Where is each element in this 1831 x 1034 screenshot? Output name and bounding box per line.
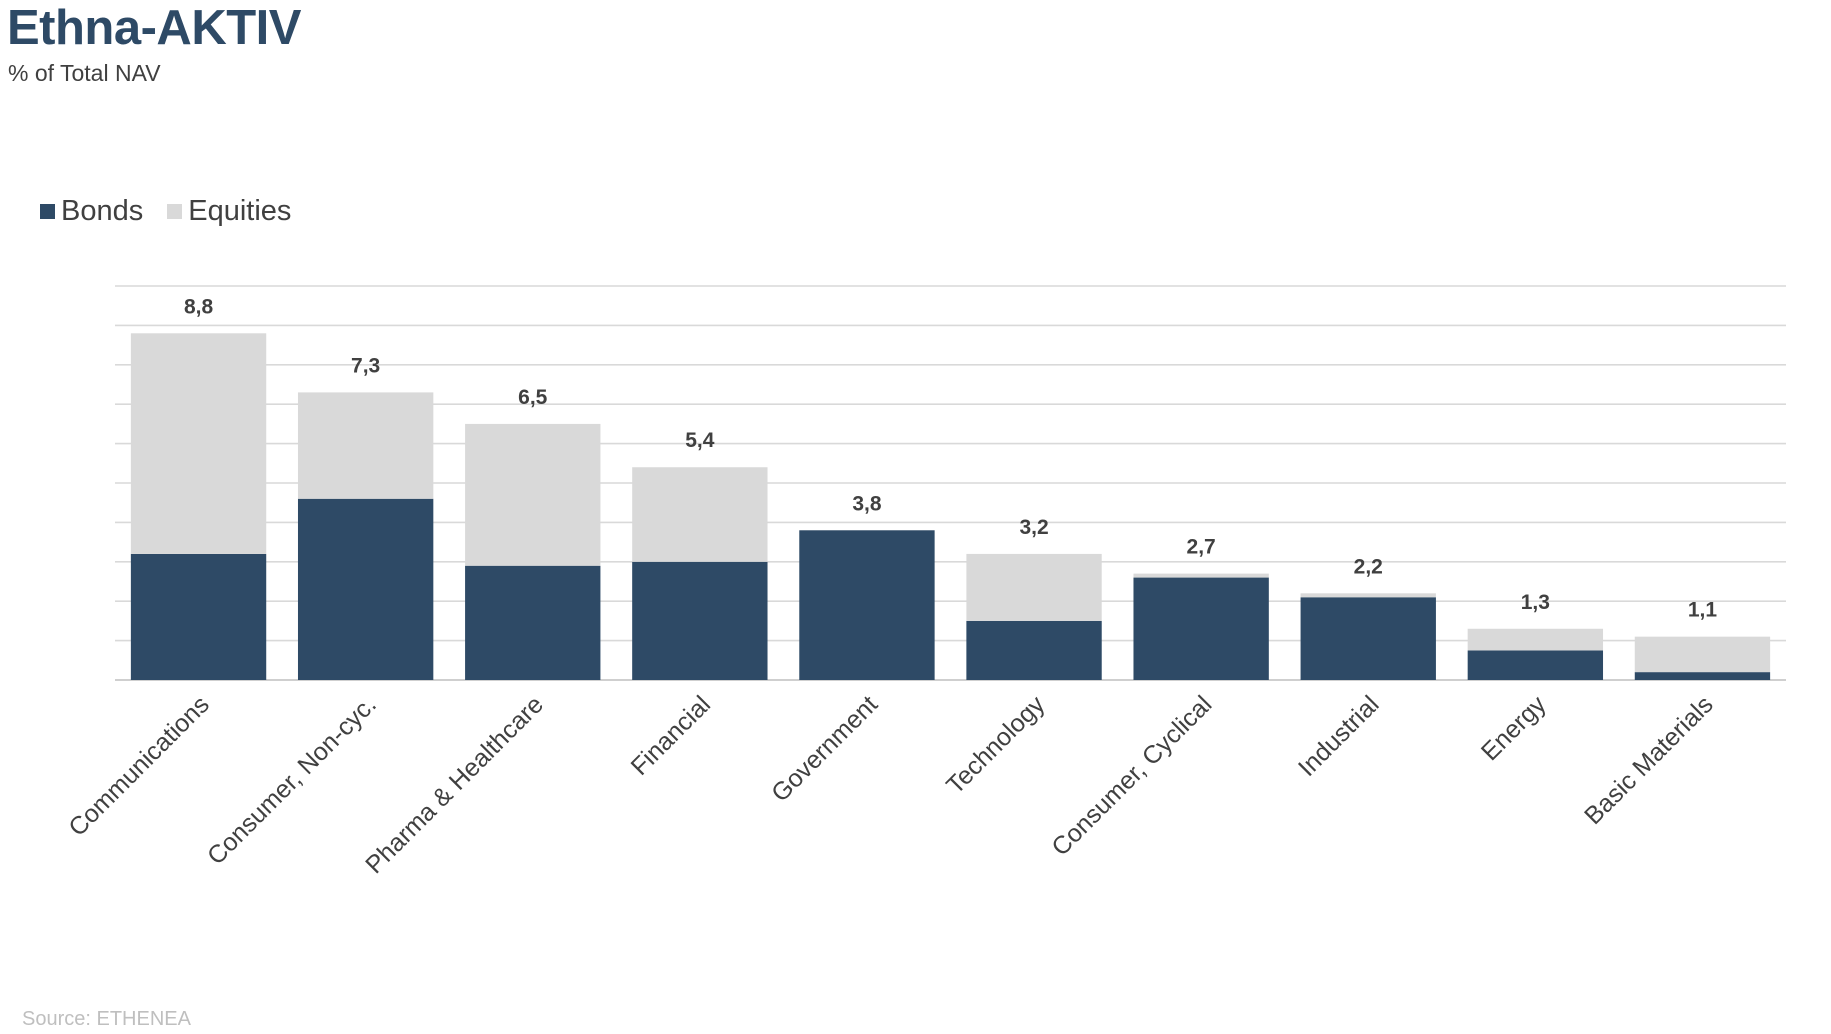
- x-tick-label-0: Communications: [63, 690, 214, 841]
- bar-bonds-8: [1467, 650, 1604, 680]
- total-label-9: 1,1: [1688, 599, 1718, 622]
- total-label-1: 7,3: [351, 354, 380, 377]
- x-tick-label-6: Consumer, Cyclical: [1046, 690, 1217, 861]
- bar-bonds-2: [465, 565, 601, 680]
- bars: [130, 333, 1771, 680]
- total-label-4: 3,8: [852, 492, 882, 515]
- legend-label-equities: Equities: [188, 195, 292, 227]
- total-label-6: 2,7: [1187, 536, 1216, 559]
- chart-subtitle: % of Total NAV: [8, 60, 161, 86]
- legend-swatch-equities: [167, 204, 183, 219]
- bar-equities-0: [130, 333, 267, 554]
- bar-equities-1: [297, 392, 434, 499]
- total-label-7: 2,2: [1354, 555, 1383, 578]
- legend-label-bonds: Bonds: [61, 195, 144, 227]
- x-tick-label-2: Pharma & Healthcare: [360, 690, 549, 879]
- bar-bonds-1: [297, 498, 434, 680]
- bar-equities-2: [465, 423, 601, 566]
- bar-equities-7: [1300, 593, 1436, 598]
- bar-bonds-4: [799, 530, 935, 680]
- legend-item-equities: Equities: [167, 195, 291, 228]
- bar-bonds-3: [632, 561, 768, 680]
- bar-bonds-7: [1300, 597, 1436, 680]
- bar-equities-9: [1634, 636, 1771, 673]
- chart-title: Ethna-AKTIV: [7, 1, 301, 55]
- bar-bonds-5: [966, 620, 1102, 680]
- bar-equities-6: [1133, 573, 1269, 578]
- bar-equities-5: [966, 553, 1102, 621]
- x-tick-label-4: Government: [766, 690, 883, 807]
- total-label-8: 1,3: [1521, 591, 1550, 614]
- legend: Bonds Equities: [40, 195, 315, 228]
- legend-item-bonds: Bonds: [40, 195, 143, 228]
- total-label-3: 5,4: [685, 429, 715, 452]
- x-tick-label-7: Industrial: [1293, 690, 1385, 782]
- bar-equities-8: [1467, 628, 1604, 651]
- total-label-5: 3,2: [1019, 516, 1048, 539]
- bar-equities-3: [632, 467, 768, 562]
- bar-bonds-0: [130, 553, 267, 680]
- bar-bonds-9: [1634, 672, 1771, 680]
- total-label-0: 8,8: [184, 295, 214, 318]
- bar-bonds-6: [1133, 577, 1269, 680]
- x-tick-label-5: Technology: [941, 690, 1051, 800]
- source-note: Source: ETHENEA: [22, 1008, 191, 1030]
- x-tick-label-3: Financial: [626, 690, 717, 781]
- total-label-2: 6,5: [518, 386, 548, 409]
- x-tick-label-9: Basic Materials: [1579, 690, 1719, 830]
- total-labels: 8,8 7,3 6,5 5,4 3,8 3,2 2,7 2,2 1,3 1,1: [184, 295, 1717, 621]
- legend-swatch-bonds: [40, 204, 55, 219]
- x-tick-label-1: Consumer, Non-cyc.: [202, 690, 382, 870]
- x-tick-label-8: Energy: [1476, 690, 1552, 766]
